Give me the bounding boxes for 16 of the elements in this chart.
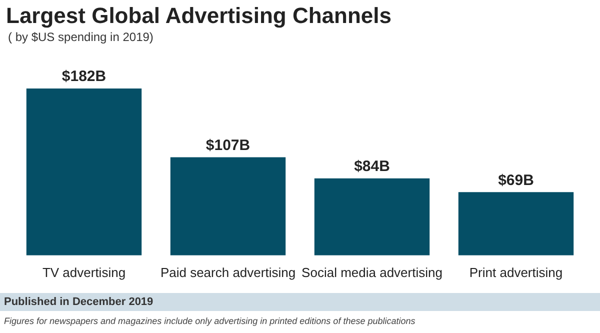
bar — [170, 157, 286, 256]
chart-subtitle: ( by $US spending in 2019) — [8, 30, 154, 44]
text: Published in December 2019 — [3, 296, 154, 308]
data-label: $84B — [354, 158, 390, 176]
x-tick-label: Social media advertising — [302, 264, 442, 280]
data-label: $107B — [206, 136, 250, 154]
x-tick-label: Paid search advertising — [160, 264, 296, 280]
text: Figures for newspapers and magazines include only advertising in printed editions of these publications — [4, 316, 416, 326]
chart-title: Largest Global Advertising Channels — [6, 3, 392, 29]
x-tick-label: TV advertising — [42, 264, 126, 280]
x-tick-label: Print advertising — [469, 264, 563, 280]
data-label: $182B — [62, 68, 106, 86]
bar — [26, 88, 142, 256]
bar — [314, 178, 430, 256]
data-label: $69B — [498, 172, 534, 189]
bar — [458, 192, 574, 256]
